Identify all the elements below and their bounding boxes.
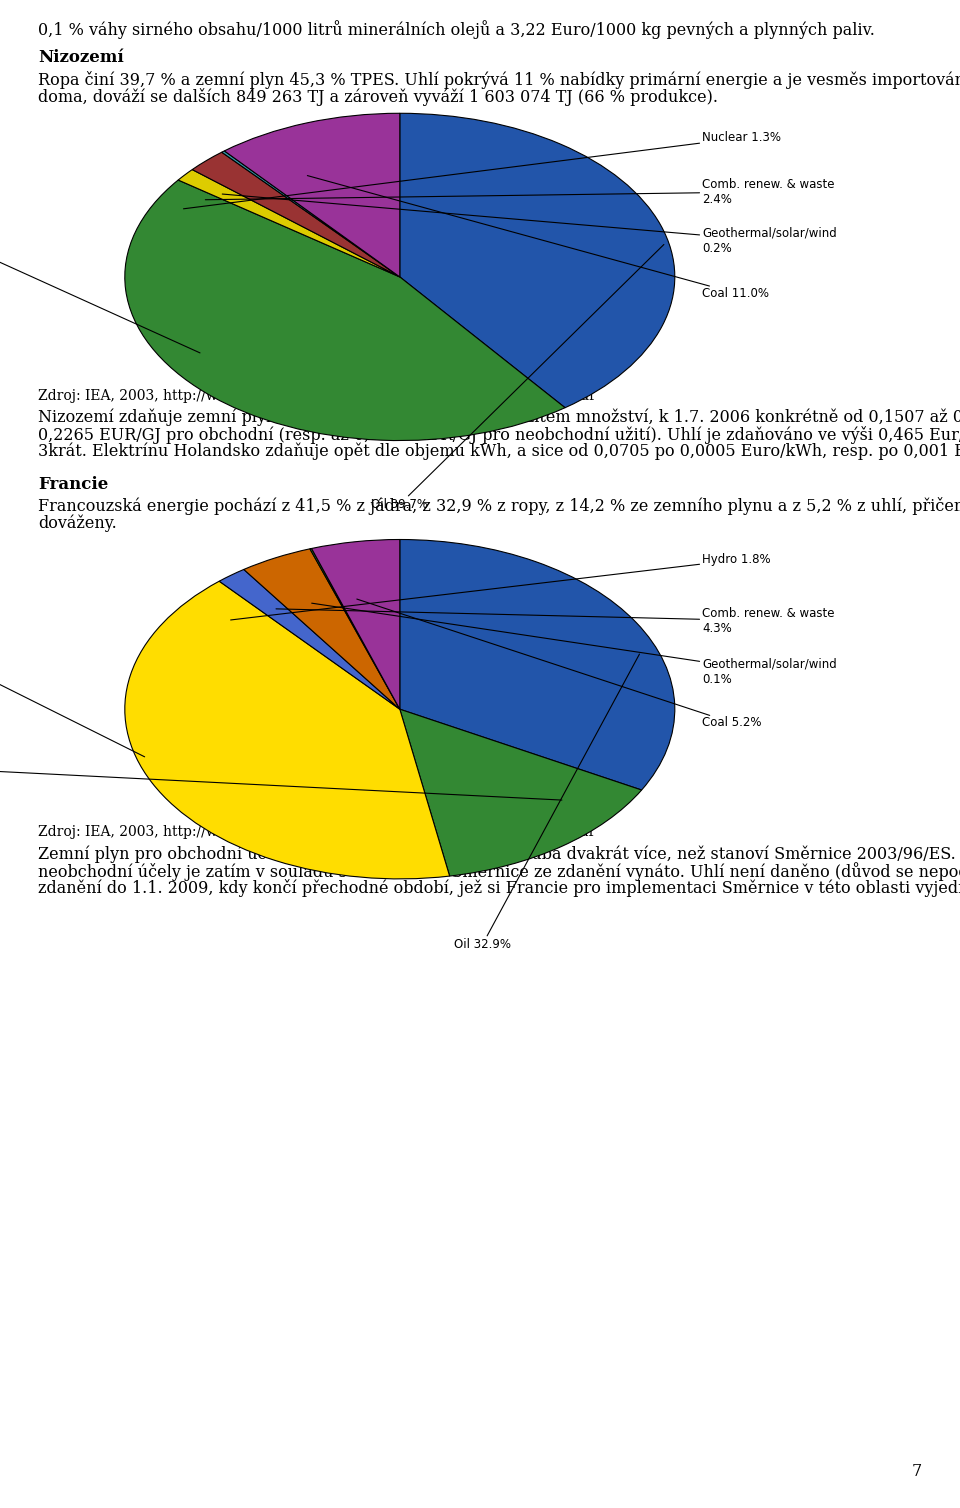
- Text: Ropa činí 39,7 % a zemní plyn 45,3 % TPES. Uhlí pokrývá 11 % nabídky primární en: Ropa činí 39,7 % a zemní plyn 45,3 % TPE…: [38, 71, 960, 89]
- Text: Gas 14.2%: Gas 14.2%: [0, 762, 562, 801]
- Text: Francouzská energie pochází z 41,5 % z jádra, z 32,9 % z ropy, z 14,2 % ze zemní: Francouzská energie pochází z 41,5 % z j…: [38, 498, 960, 516]
- Text: Comb. renew. & waste
2.4%: Comb. renew. & waste 2.4%: [205, 178, 835, 205]
- Text: 3krát. Elektrínu Holandsko zdaňuje opět dle objemu kWh, a sice od 0,0705 po 0,00: 3krát. Elektrínu Holandsko zdaňuje opět …: [38, 443, 960, 460]
- Text: Geothermal/solar/wind
0.1%: Geothermal/solar/wind 0.1%: [312, 603, 837, 686]
- Wedge shape: [225, 113, 399, 277]
- Text: Zdroj: IEA, 2003, http://www.iea.org/Textbase/stats/PDF_graphs/FRTPESPI.pdf: Zdroj: IEA, 2003, http://www.iea.org/Tex…: [38, 825, 593, 840]
- Text: Nuclear 1.3%: Nuclear 1.3%: [183, 131, 781, 208]
- Text: neobchodní účely je zatím v souladu s článkem 18 Směrnice ze zdanění vynáto. Uhl: neobchodní účely je zatím v souladu s čl…: [38, 861, 960, 881]
- Wedge shape: [244, 549, 399, 709]
- Wedge shape: [179, 169, 399, 277]
- Wedge shape: [219, 570, 399, 709]
- Wedge shape: [125, 581, 449, 879]
- Text: dováženy.: dováženy.: [38, 514, 117, 532]
- Wedge shape: [310, 549, 399, 709]
- Text: 7: 7: [912, 1463, 922, 1479]
- Text: Zdroj: IEA, 2003, http://www.iea.org/Textbase/stats/PDF_graphs/NLTPESPI.pdf: Zdroj: IEA, 2003, http://www.iea.org/Tex…: [38, 388, 594, 403]
- Wedge shape: [192, 152, 399, 277]
- Text: Coal 5.2%: Coal 5.2%: [357, 599, 762, 730]
- Text: 0,1 % váhy sirného obsahu/1000 litrů minerálních olejů a 3,22 Euro/1000 kg pevný: 0,1 % váhy sirného obsahu/1000 litrů min…: [38, 20, 875, 39]
- Text: Comb. renew. & waste
4.3%: Comb. renew. & waste 4.3%: [276, 606, 835, 635]
- Wedge shape: [125, 179, 565, 440]
- Text: Nizozemí: Nizozemí: [38, 50, 124, 66]
- Text: Oil 32.9%: Oil 32.9%: [454, 654, 639, 952]
- Text: doma, dováží se dalších 849 263 TJ a zároveň vyváží 1 603 074 TJ (66 % produkce): doma, dováží se dalších 849 263 TJ a zár…: [38, 87, 718, 106]
- Text: Francie: Francie: [38, 475, 108, 493]
- Text: Geothermal/solar/wind
0.2%: Geothermal/solar/wind 0.2%: [223, 195, 837, 255]
- Text: Nuclear 41.5%: Nuclear 41.5%: [0, 644, 145, 757]
- Text: Zemní plyn pro obchodní účely je daněn 0,3305 Euro/GJ, zhruba dvakrát více, než : Zemní plyn pro obchodní účely je daněn 0…: [38, 844, 960, 863]
- Wedge shape: [399, 709, 641, 876]
- Text: Nizozemí zdaňuje zemní plyn degresivně v závislosti na použitém množství, k 1.7.: Nizozemí zdaňuje zemní plyn degresivně v…: [38, 409, 960, 427]
- Text: 0,2265 EUR/GJ pro obchodní (resp. až 0,3176 EUR/GJ pro neobchodní užití). Uhlí j: 0,2265 EUR/GJ pro obchodní (resp. až 0,3…: [38, 425, 960, 443]
- Wedge shape: [399, 113, 675, 407]
- Text: Gas 45.3%: Gas 45.3%: [0, 229, 200, 353]
- Wedge shape: [399, 540, 675, 790]
- Text: zdanění do 1.1. 2009, kdy končí přechodné období, jež si Francie pro implementac: zdanění do 1.1. 2009, kdy končí přechodn…: [38, 879, 960, 897]
- Text: Oil 39.7%: Oil 39.7%: [372, 244, 664, 511]
- Wedge shape: [222, 151, 399, 277]
- Text: Coal 11.0%: Coal 11.0%: [307, 175, 769, 300]
- Text: Hydro 1.8%: Hydro 1.8%: [230, 553, 771, 620]
- Wedge shape: [312, 540, 399, 709]
